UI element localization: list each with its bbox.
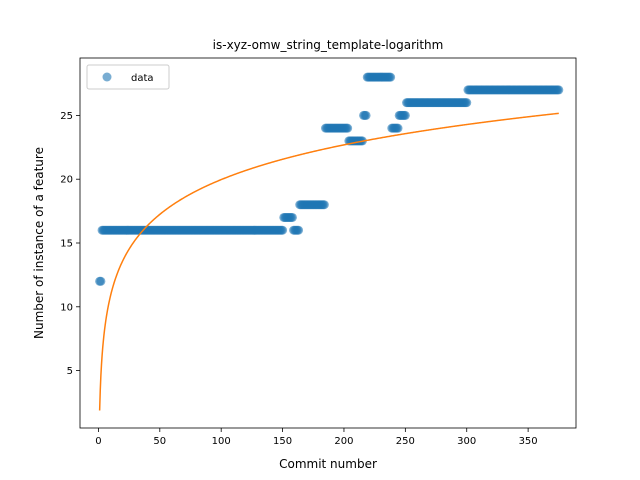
data-point — [386, 72, 396, 82]
legend-marker-data — [102, 72, 112, 82]
x-axis-label: Commit number — [279, 457, 377, 471]
legend-label-data: data — [131, 73, 154, 84]
x-tick-label: 0 — [95, 436, 101, 447]
data-point — [294, 225, 304, 235]
y-axis-label: Number of instance of a feature — [32, 147, 46, 339]
x-tick-label: 300 — [457, 436, 476, 447]
y-tick-label: 20 — [60, 175, 73, 186]
x-tick-label: 200 — [334, 436, 353, 447]
fit-curve — [98, 112, 559, 411]
data-point — [393, 123, 403, 133]
data-point — [361, 110, 371, 120]
data-point — [287, 212, 297, 222]
legend-box — [86, 64, 170, 90]
x-axis-ticks: 0 50 100 150 200 250 300 350 — [95, 428, 538, 447]
y-tick-label: 25 — [60, 111, 73, 122]
data-point — [278, 225, 288, 235]
y-tick-label: 5 — [67, 366, 73, 377]
data-point — [96, 276, 106, 286]
x-tick-label: 350 — [519, 436, 538, 447]
x-tick-label: 150 — [273, 436, 292, 447]
data-point — [462, 98, 472, 108]
y-tick-label: 15 — [60, 239, 73, 250]
legend: data — [86, 64, 170, 90]
y-tick-label: 10 — [60, 302, 73, 313]
fit-curve-layer — [98, 112, 559, 411]
x-tick-label: 250 — [396, 436, 415, 447]
y-axis-ticks: 5 10 15 20 25 — [60, 111, 80, 377]
data-points — [95, 72, 564, 286]
chart-title: is-xyz-omw_string_template-logarithm — [213, 38, 444, 52]
plot-area — [95, 72, 564, 411]
data-point — [554, 85, 564, 95]
x-tick-label: 100 — [212, 436, 231, 447]
data-point — [343, 123, 353, 133]
data-point — [319, 200, 329, 210]
data-point — [400, 110, 410, 120]
x-tick-label: 50 — [153, 436, 166, 447]
